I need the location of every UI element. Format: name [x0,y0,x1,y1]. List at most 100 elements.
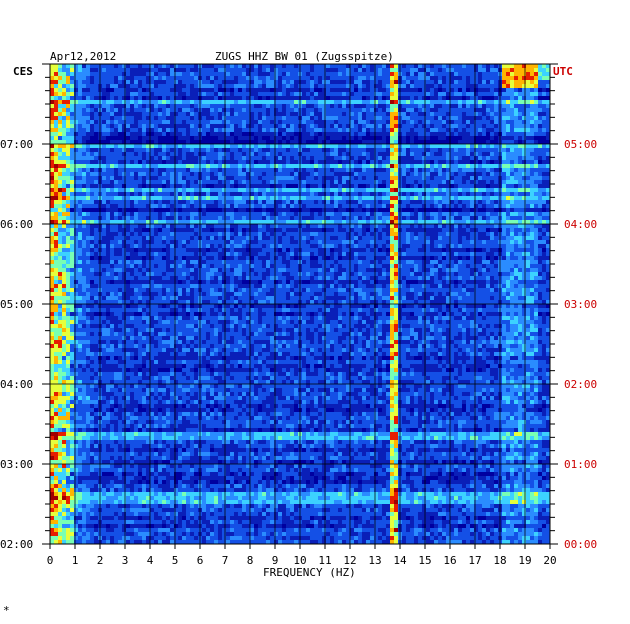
heatmap-cell [462,80,467,85]
heatmap-cell [358,100,363,105]
heatmap-cell [454,184,459,189]
heatmap-cell [194,132,199,137]
heatmap-cell [346,140,351,145]
heatmap-cell [146,164,151,169]
heatmap-cell [142,124,147,129]
heatmap-cell [522,196,527,201]
heatmap-cell [442,168,447,173]
heatmap-cell [202,160,207,165]
heatmap-cell [494,184,499,189]
heatmap-cell [278,168,283,173]
heatmap-cell [470,212,475,217]
heatmap-cell [482,184,487,189]
heatmap-cell [510,132,515,137]
heatmap-cell [150,200,155,205]
heatmap-cell [222,216,227,221]
heatmap-cell [486,136,491,141]
heatmap-cell [110,208,115,213]
heatmap-cell [214,124,219,129]
heatmap-cell [218,96,223,101]
heatmap-cell [194,76,199,81]
heatmap-cell [158,116,163,121]
heatmap-cell [62,140,67,145]
heatmap-cell [386,180,391,185]
heatmap-cell [510,96,515,101]
heatmap-cell [338,140,343,145]
heatmap-cell [210,88,215,93]
heatmap-cell [58,104,63,109]
heatmap-cell [270,196,275,201]
heatmap-cell [174,140,179,145]
heatmap-cell [250,76,255,81]
heatmap-cell [162,112,167,117]
heatmap-cell [222,120,227,125]
heatmap-cell [278,188,283,193]
heatmap-cell [310,180,315,185]
heatmap-cell [258,84,263,89]
heatmap-cell [418,84,423,89]
heatmap-cell [350,180,355,185]
heatmap-cell [362,100,367,105]
heatmap-cell [254,64,259,69]
heatmap-cell [518,64,523,69]
heatmap-cell [446,196,451,201]
heatmap-cell [82,72,87,77]
heatmap-cell [190,148,195,153]
heatmap-cell [362,212,367,217]
heatmap-cell [150,136,155,141]
heatmap-cell [386,204,391,209]
heatmap-cell [326,220,331,225]
heatmap-cell [294,120,299,125]
heatmap-cell [254,128,259,133]
heatmap-cell [450,88,455,93]
heatmap-cell [150,184,155,189]
heatmap-cell [470,116,475,121]
heatmap-cell [538,180,543,185]
heatmap-cell [134,152,139,157]
heatmap-cell [430,96,435,101]
heatmap-cell [246,216,251,221]
heatmap-cell [254,220,259,225]
heatmap-cell [534,184,539,189]
heatmap-cell [326,128,331,133]
heatmap-cell [350,156,355,161]
heatmap-cell [126,144,131,149]
heatmap-cell [530,132,535,137]
heatmap-cell [162,176,167,181]
heatmap-cell [462,84,467,89]
heatmap-cell [90,120,95,125]
heatmap-cell [394,200,399,205]
heatmap-cell [134,176,139,181]
heatmap-cell [94,76,99,81]
heatmap-cell [194,120,199,125]
heatmap-cell [222,204,227,209]
heatmap-cell [206,196,211,201]
heatmap-cell [190,100,195,105]
heatmap-cell [430,152,435,157]
heatmap-cell [66,112,71,117]
heatmap-cell [378,132,383,137]
heatmap-cell [206,72,211,77]
heatmap-cell [78,156,83,161]
heatmap-cell [474,160,479,165]
heatmap-cell [242,84,247,89]
heatmap-cell [386,144,391,149]
heatmap-cell [362,160,367,165]
heatmap-cell [154,192,159,197]
heatmap-cell [262,172,267,177]
heatmap-cell [238,72,243,77]
heatmap-cell [146,144,151,149]
heatmap-cell [386,96,391,101]
heatmap-cell [482,76,487,81]
heatmap-cell [190,192,195,197]
heatmap-cell [438,64,443,69]
heatmap-cell [190,184,195,189]
heatmap-cell [518,220,523,225]
heatmap-cell [494,168,499,173]
heatmap-cell [414,172,419,177]
heatmap-cell [510,108,515,113]
heatmap-cell [214,84,219,89]
heatmap-cell [82,64,87,69]
heatmap-cell [214,204,219,209]
heatmap-cell [54,124,59,129]
